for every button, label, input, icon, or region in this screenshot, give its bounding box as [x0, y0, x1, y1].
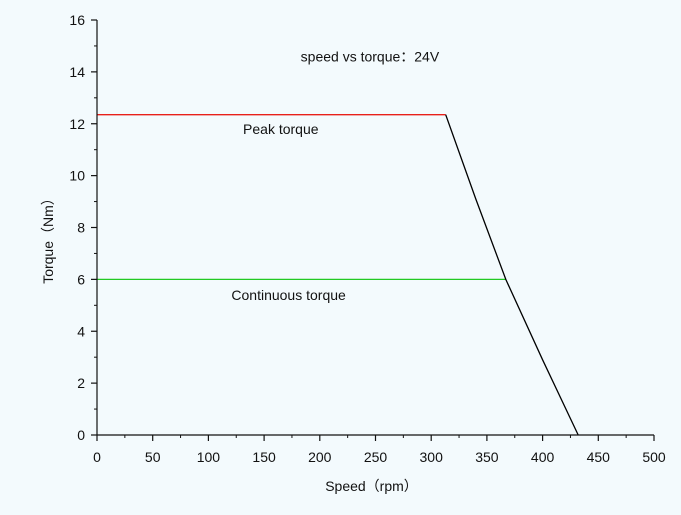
x-axis-title: Speed（rpm）	[325, 478, 418, 494]
y-tick-label: 14	[69, 64, 85, 80]
axes-layer: 0 50 100 150 200 250 300 350 400 450 500 0 2 4 6 8 10 12 1…	[40, 12, 666, 494]
y-tick-label: 8	[77, 220, 85, 236]
x-tick-label: 200	[308, 449, 332, 465]
peak-torque-label: Peak torque	[243, 121, 319, 137]
x-tick-label: 100	[197, 449, 221, 465]
x-tick-label: 450	[587, 449, 611, 465]
x-tick-label: 300	[420, 449, 444, 465]
y-tick-label: 2	[77, 375, 85, 391]
x-tick-label: 400	[531, 449, 555, 465]
continuous-torque-label: Continuous torque	[231, 287, 346, 303]
chart-caption: speed vs torque：24V	[301, 49, 440, 65]
y-tick-label: 16	[69, 12, 85, 28]
series-layer	[97, 114, 579, 436]
x-tick-label: 500	[642, 449, 666, 465]
y-tick-label: 0	[77, 427, 85, 443]
x-tick-label: 250	[364, 449, 388, 465]
y-tick-label: 6	[77, 271, 85, 287]
y-axis-title: Torque（Nm）	[40, 191, 56, 284]
x-tick-label: 350	[475, 449, 499, 465]
torque-falloff-curve	[445, 114, 579, 436]
y-tick-label: 10	[69, 168, 85, 184]
annotation-layer: speed vs torque：24V Peak torque Continuous…	[231, 49, 439, 304]
x-tick-label: 150	[252, 449, 276, 465]
y-tick-label: 4	[77, 323, 85, 339]
x-tick-label: 50	[145, 449, 161, 465]
x-tick-label: 0	[93, 449, 101, 465]
y-tick-label: 12	[69, 116, 85, 132]
